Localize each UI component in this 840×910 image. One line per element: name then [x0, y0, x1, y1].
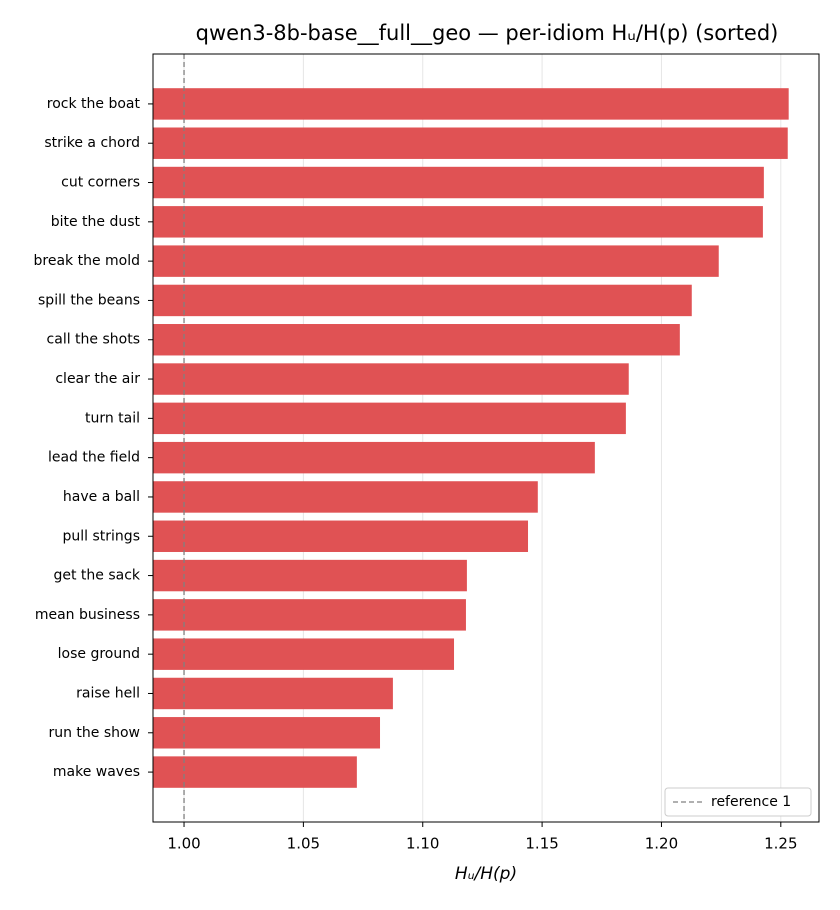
- bar: [153, 166, 764, 199]
- chart-title: qwen3-8b-base__full__geo — per-idiom Hᵤ/…: [196, 21, 779, 46]
- legend-box: [664, 787, 812, 817]
- y-tick-label: clear the air: [55, 371, 140, 387]
- bar: [153, 206, 763, 238]
- x-tick-label: 1.00: [167, 835, 200, 853]
- bar: [153, 245, 719, 277]
- bar: [153, 88, 789, 120]
- y-tick-label: make waves: [53, 764, 140, 780]
- y-tick-label: bite the dust: [51, 214, 141, 230]
- y-tick-label: strike a chord: [44, 135, 140, 151]
- y-tick-label: turn tail: [85, 410, 140, 426]
- bar: [153, 284, 692, 317]
- x-tick-label: 1.05: [287, 835, 320, 853]
- bar: [153, 441, 595, 474]
- x-tick-label: 1.10: [406, 835, 439, 853]
- y-tick-label: pull strings: [63, 528, 140, 544]
- y-tick-label: cut corners: [61, 175, 140, 191]
- y-tick-label: run the show: [48, 725, 140, 741]
- bar: [153, 559, 467, 592]
- bar: [153, 324, 680, 356]
- x-axis-label: Hᵤ/H(p): [455, 864, 517, 884]
- bar: [153, 717, 381, 749]
- bar: [153, 599, 466, 631]
- bar: [153, 638, 455, 670]
- x-tick-label: 1.25: [764, 835, 797, 853]
- bar: [153, 402, 626, 435]
- y-tick-label: raise hell: [76, 685, 140, 701]
- y-tick-label: get the sack: [53, 568, 140, 584]
- y-tick-label: break the mold: [34, 253, 141, 269]
- y-tick-label: rock the boat: [47, 96, 141, 112]
- y-tick-label: spill the beans: [38, 292, 140, 308]
- bar: [153, 520, 529, 552]
- plot-frame: [152, 53, 820, 823]
- y-tick-label: mean business: [35, 607, 140, 623]
- bar: [153, 481, 538, 513]
- bar: [153, 756, 357, 788]
- y-tick-label: lead the field: [48, 450, 140, 466]
- x-tick-label: 1.15: [525, 835, 558, 853]
- x-tick-label: 1.20: [645, 835, 678, 853]
- legend-label: reference 1: [711, 794, 791, 810]
- bar: [153, 677, 393, 710]
- bar: [153, 127, 788, 159]
- y-tick-label: have a ball: [63, 489, 140, 505]
- y-tick-label: call the shots: [47, 332, 140, 348]
- y-tick-label: lose ground: [58, 646, 140, 662]
- bar: [153, 363, 629, 395]
